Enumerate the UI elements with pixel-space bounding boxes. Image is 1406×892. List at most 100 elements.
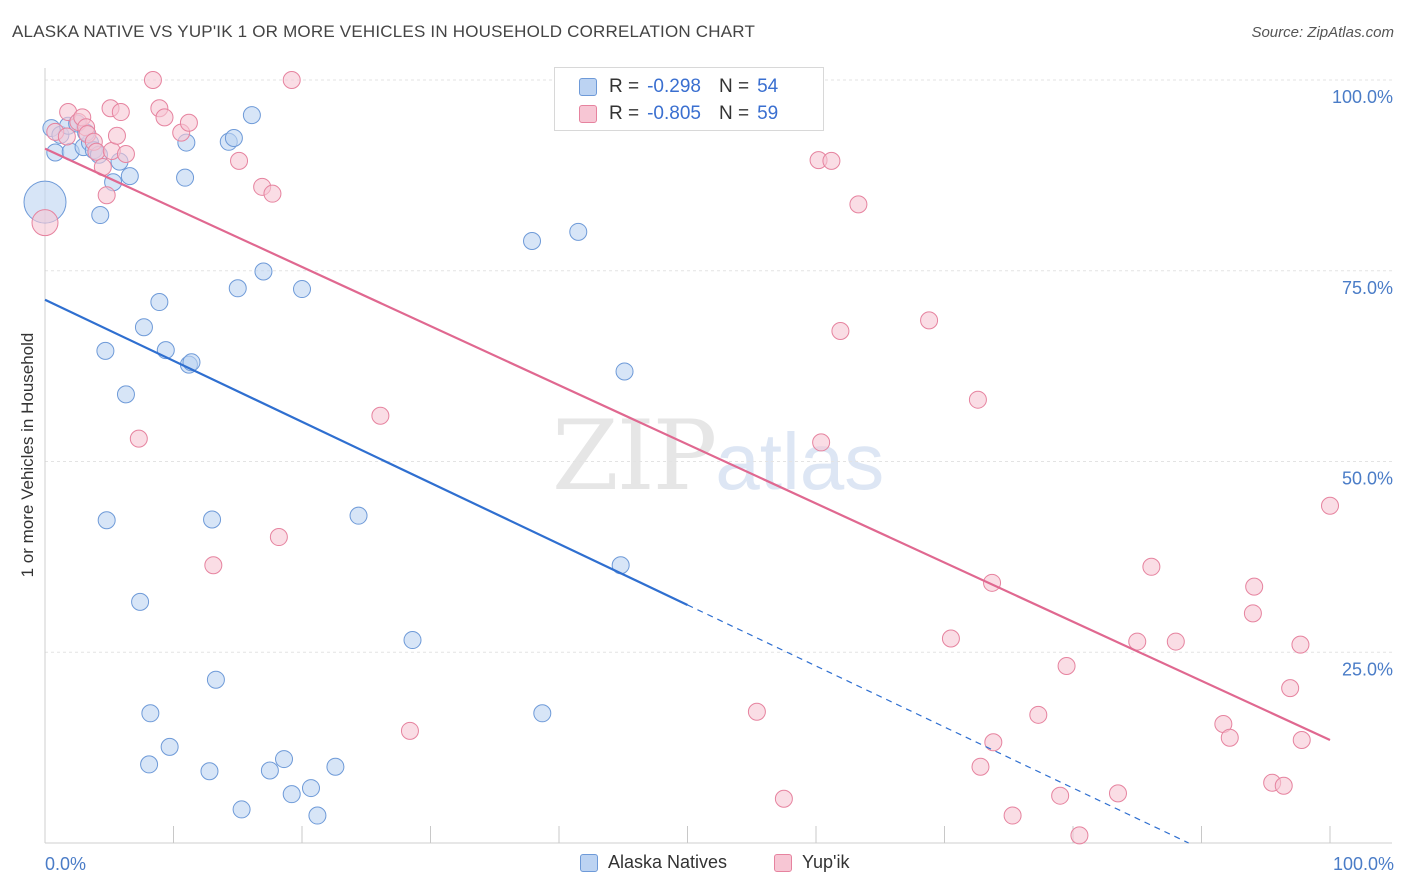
yupik-point	[1128, 632, 1147, 651]
alaska-native-point	[120, 167, 139, 186]
alaska-native-point	[615, 362, 634, 381]
alaska-native-point	[293, 280, 311, 299]
legend-row-yupik: R = -0.805 N = 59	[579, 101, 778, 127]
x-tick-label-max: 100.0%	[1333, 854, 1394, 874]
alaska-native-point	[116, 385, 135, 404]
series-alaska-natives	[23, 71, 646, 825]
alaska-native-point	[141, 704, 160, 723]
alaska-native-point	[301, 779, 320, 798]
correlation-legend: R = -0.298 N = 54 R = -0.805 N = 59	[554, 67, 824, 131]
yupik-point	[747, 702, 766, 721]
yupik-point	[111, 103, 130, 122]
y-tick-label: 25.0%	[1342, 659, 1393, 679]
alaska-native-point	[275, 750, 294, 769]
series-legend: Alaska Natives Yup'ik	[0, 852, 1406, 876]
yupik-point	[849, 195, 868, 214]
alaska-native-point	[403, 631, 422, 650]
yupik-point	[57, 127, 76, 146]
legend-r-value: -0.805	[647, 103, 701, 124]
yupik-point	[1281, 679, 1300, 698]
legend-swatch-blue	[580, 853, 598, 872]
alaska-native-point	[97, 511, 116, 530]
yupik-point	[143, 71, 162, 89]
yupik-point	[920, 311, 939, 330]
alaska-native-point	[232, 800, 251, 819]
yupik-point	[1292, 730, 1311, 749]
trend-lines	[44, 147, 1331, 844]
alaska-native-point	[523, 231, 542, 250]
trend-line-alaska-natives	[44, 298, 688, 606]
yupik-point	[774, 789, 793, 808]
yupik-point	[155, 108, 174, 127]
alaska-native-point	[326, 757, 345, 776]
y-tick-label: 100.0%	[1332, 87, 1393, 107]
legend-swatch-pink	[774, 853, 792, 872]
yupik-point	[1070, 826, 1089, 845]
legend-r-label: R =	[609, 76, 640, 97]
tick-labels: 25.0% 50.0% 75.0% 100.0% 0.0% 100.0%	[45, 87, 1394, 874]
yupik-point	[1245, 577, 1264, 596]
yupik-point	[179, 113, 198, 132]
yupik-point	[1142, 557, 1161, 576]
chart-title: ALASKA NATIVE VS YUP'IK 1 OR MORE VEHICL…	[12, 22, 756, 41]
gridlines	[45, 79, 1392, 653]
yupik-point	[1003, 806, 1022, 825]
alaska-native-point	[282, 785, 301, 804]
alaska-native-point	[96, 341, 115, 360]
yupik-point	[371, 406, 390, 425]
yupik-point	[1051, 786, 1070, 805]
axes	[44, 68, 1392, 844]
yupik-point	[230, 151, 249, 170]
yupik-point	[941, 629, 960, 648]
alaska-native-point	[176, 168, 195, 187]
alaska-native-point	[91, 206, 110, 225]
yupik-point	[812, 433, 831, 452]
legend-label-alaska-natives: Alaska Natives	[608, 852, 728, 872]
legend-swatch-pink	[579, 105, 597, 123]
alaska-native-point	[203, 510, 222, 529]
legend-r-value: -0.298	[647, 76, 701, 97]
yupik-point	[1029, 705, 1048, 724]
alaska-native-point	[533, 704, 552, 723]
legend-item-alaska-natives[interactable]: Alaska Natives	[580, 852, 727, 873]
alaska-native-point	[134, 318, 153, 337]
yupik-point	[116, 145, 135, 164]
alaska-native-point	[206, 670, 225, 689]
alaska-native-point	[131, 592, 150, 611]
yupik-point	[97, 186, 116, 205]
yupik-point	[129, 429, 148, 448]
yupik-point	[31, 209, 59, 237]
alaska-native-point	[200, 762, 219, 781]
alaska-native-point	[308, 806, 327, 825]
legend-n-value: 54	[757, 76, 779, 97]
legend-swatch-blue	[579, 78, 597, 96]
yupik-point	[1057, 656, 1076, 675]
legend-item-yupik[interactable]: Yup'ik	[774, 852, 849, 873]
trend-line-alaska-natives-extension	[687, 604, 1189, 844]
watermark-zip: ZIP	[552, 400, 717, 512]
alaska-native-point	[242, 106, 261, 125]
alaska-native-point	[140, 755, 159, 774]
legend-n-label: N =	[718, 103, 750, 124]
yupik-point	[107, 126, 126, 145]
series-yupik	[31, 71, 1339, 845]
alaska-native-point	[224, 128, 243, 147]
alaska-native-point	[160, 737, 179, 756]
yupik-point	[87, 142, 106, 161]
alaska-native-point	[228, 279, 247, 298]
yupik-point	[263, 184, 282, 203]
x-tick-label-min: 0.0%	[45, 854, 86, 874]
legend-n-value: 59	[757, 103, 779, 124]
yupik-point	[1108, 784, 1127, 803]
legend-label-yupik: Yup'ik	[802, 852, 850, 872]
y-tick-label: 50.0%	[1342, 469, 1393, 489]
yupik-point	[1274, 776, 1293, 795]
legend-row-alaska-natives: R = -0.298 N = 54	[579, 74, 778, 100]
yupik-point	[269, 528, 288, 547]
legend-r-label: R =	[609, 103, 640, 124]
trend-line-yupik	[44, 147, 1331, 741]
yupik-point	[1243, 604, 1262, 623]
alaska-native-point	[150, 293, 169, 312]
yupik-point	[1220, 728, 1239, 747]
